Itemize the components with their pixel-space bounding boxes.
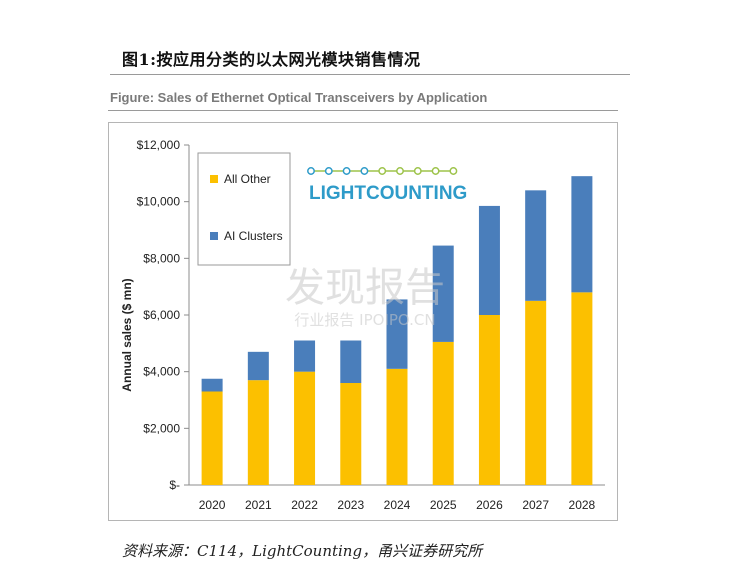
bar-all-other — [340, 383, 362, 485]
x-tick-label: 2027 — [522, 498, 549, 512]
chart-container: $- $2,000 $4,000 $6,000 $8,000 $10,000 $12,000… — [108, 122, 618, 521]
chart-bars — [201, 176, 593, 485]
x-tick-label: 2028 — [569, 498, 596, 512]
report-title: 图1:按应用分类的以太网光模块销售情况 — [122, 50, 421, 69]
bar-all-other — [571, 292, 593, 485]
bar-ai-clusters — [294, 340, 316, 372]
y-tick-label: $4,000 — [143, 365, 180, 379]
y-tick-label: $- — [169, 478, 180, 492]
y-axis-label: Annual sales ($ mn) — [120, 278, 134, 391]
bar-all-other — [201, 391, 223, 485]
bar-all-other — [478, 315, 500, 485]
y-tick-label: $2,000 — [143, 421, 180, 435]
bar-ai-clusters — [247, 351, 269, 381]
y-tick-label: $12,000 — [137, 138, 181, 152]
chart-axes: $- $2,000 $4,000 $6,000 $8,000 $10,000 $12,000… — [120, 138, 605, 512]
watermark-sub: 行业报告 IPOIPO.CN — [294, 311, 435, 329]
figure-caption: Figure: Sales of Ethernet Optical Transc… — [110, 90, 488, 105]
logo-dot — [449, 167, 458, 175]
caption-divider — [108, 110, 618, 111]
bar-all-other — [432, 341, 454, 485]
bar-ai-clusters — [571, 176, 593, 293]
bar-all-other — [294, 371, 316, 485]
stacked-bar-chart: $- $2,000 $4,000 $6,000 $8,000 $10,000 $12,000… — [120, 138, 605, 512]
y-tick-label: $10,000 — [137, 195, 181, 209]
bar-ai-clusters — [340, 340, 362, 383]
y-tick-label: $6,000 — [143, 308, 180, 322]
bar-ai-clusters — [525, 190, 547, 301]
bar-all-other — [386, 368, 408, 485]
x-tick-label: 2020 — [199, 498, 226, 512]
x-tick-label: 2022 — [291, 498, 318, 512]
x-tick-label: 2024 — [384, 498, 411, 512]
bar-ai-clusters — [201, 378, 223, 392]
bar-all-other — [525, 300, 547, 485]
legend-swatch — [210, 232, 218, 240]
bar-ai-clusters — [432, 245, 454, 342]
watermark-main: 发现报告 — [285, 265, 445, 311]
logo-dot — [396, 167, 404, 175]
lightcounting-logo: LIGHTCOUNTING — [307, 167, 467, 204]
x-tick-label: 2021 — [245, 498, 272, 512]
bar-ai-clusters — [386, 299, 408, 369]
logo-dot — [342, 167, 351, 175]
chart-legend: All Other AI Clusters — [197, 152, 291, 266]
logo-text: LIGHTCOUNTING — [309, 183, 467, 204]
title-divider — [110, 74, 630, 75]
logo-dot — [324, 167, 333, 175]
source-note: 资料来源：C114，LightCounting，甬兴证券研究所 — [122, 542, 483, 560]
x-tick-label: 2025 — [430, 498, 457, 512]
bar-all-other — [247, 380, 269, 485]
logo-dot — [431, 167, 440, 175]
legend-label: All Other — [224, 172, 271, 186]
x-tick-label: 2023 — [337, 498, 364, 512]
y-tick-label: $8,000 — [143, 251, 180, 265]
logo-dot — [307, 167, 315, 175]
logo-dot — [360, 167, 369, 175]
legend-swatch — [210, 175, 218, 183]
logo-dot — [378, 167, 387, 175]
legend-box — [197, 152, 291, 266]
legend-label: AI Clusters — [224, 229, 283, 243]
logo-dot — [413, 167, 422, 175]
bar-ai-clusters — [478, 205, 500, 315]
x-tick-label: 2026 — [476, 498, 503, 512]
